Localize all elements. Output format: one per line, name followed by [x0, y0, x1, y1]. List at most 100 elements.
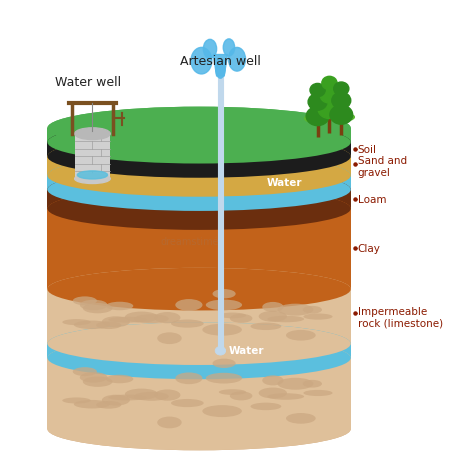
Ellipse shape [175, 299, 202, 311]
Ellipse shape [106, 375, 133, 383]
Ellipse shape [175, 373, 202, 384]
Ellipse shape [251, 322, 281, 330]
Ellipse shape [73, 367, 97, 376]
Polygon shape [47, 344, 351, 358]
Ellipse shape [47, 168, 351, 211]
Ellipse shape [306, 107, 329, 126]
Ellipse shape [47, 135, 351, 178]
Ellipse shape [332, 92, 351, 109]
Ellipse shape [47, 268, 351, 310]
Ellipse shape [206, 300, 242, 310]
Ellipse shape [47, 337, 351, 379]
Ellipse shape [318, 100, 341, 118]
Ellipse shape [47, 168, 351, 211]
Polygon shape [47, 175, 351, 190]
Polygon shape [47, 190, 351, 209]
Ellipse shape [62, 397, 91, 403]
Ellipse shape [47, 187, 351, 230]
Polygon shape [47, 128, 351, 142]
Ellipse shape [47, 408, 351, 450]
Ellipse shape [134, 314, 169, 323]
Text: Sand and
gravel: Sand and gravel [358, 156, 407, 178]
Ellipse shape [77, 171, 108, 179]
Ellipse shape [47, 135, 351, 178]
Ellipse shape [286, 413, 316, 424]
Ellipse shape [223, 39, 235, 56]
Ellipse shape [262, 302, 283, 312]
Ellipse shape [83, 303, 112, 313]
Ellipse shape [134, 392, 169, 401]
Polygon shape [47, 156, 351, 175]
Ellipse shape [47, 187, 351, 230]
Polygon shape [47, 289, 351, 344]
Ellipse shape [219, 312, 246, 318]
Ellipse shape [47, 268, 351, 310]
Ellipse shape [47, 107, 351, 149]
Ellipse shape [157, 417, 182, 428]
Ellipse shape [154, 312, 181, 323]
Text: Water well: Water well [55, 76, 121, 90]
Ellipse shape [206, 373, 242, 383]
Ellipse shape [202, 405, 242, 417]
Ellipse shape [47, 408, 351, 450]
Ellipse shape [157, 332, 182, 344]
Text: Loam: Loam [358, 195, 386, 205]
Ellipse shape [216, 59, 225, 78]
Ellipse shape [154, 390, 181, 401]
Ellipse shape [106, 302, 133, 310]
Ellipse shape [212, 359, 236, 368]
Ellipse shape [109, 394, 147, 401]
Polygon shape [47, 358, 351, 429]
Ellipse shape [96, 401, 121, 409]
Ellipse shape [304, 114, 331, 123]
Ellipse shape [303, 380, 322, 388]
Ellipse shape [310, 83, 325, 97]
Ellipse shape [334, 82, 349, 95]
Ellipse shape [102, 395, 130, 406]
Ellipse shape [230, 314, 253, 323]
Ellipse shape [328, 113, 354, 121]
Ellipse shape [259, 388, 287, 399]
Ellipse shape [47, 154, 351, 197]
Ellipse shape [251, 402, 281, 410]
Ellipse shape [303, 390, 333, 396]
Ellipse shape [75, 128, 110, 139]
Polygon shape [218, 76, 223, 351]
Ellipse shape [47, 322, 351, 365]
Ellipse shape [219, 389, 246, 395]
Ellipse shape [303, 313, 333, 319]
Ellipse shape [47, 322, 351, 365]
Ellipse shape [109, 317, 147, 323]
Polygon shape [75, 134, 110, 179]
Ellipse shape [171, 319, 204, 328]
Ellipse shape [277, 378, 313, 390]
Ellipse shape [171, 399, 204, 407]
Ellipse shape [259, 311, 287, 322]
Ellipse shape [286, 330, 316, 341]
Ellipse shape [308, 94, 327, 110]
Text: Water: Water [229, 346, 264, 356]
Ellipse shape [80, 300, 108, 310]
Ellipse shape [277, 304, 313, 316]
Ellipse shape [212, 289, 236, 299]
Ellipse shape [322, 76, 337, 90]
Ellipse shape [202, 324, 242, 336]
Polygon shape [213, 55, 228, 76]
Ellipse shape [80, 372, 108, 383]
Ellipse shape [215, 346, 226, 355]
Ellipse shape [73, 296, 97, 305]
Ellipse shape [320, 86, 339, 103]
Ellipse shape [191, 47, 212, 74]
Ellipse shape [96, 321, 121, 329]
Text: Clay: Clay [358, 244, 381, 254]
Ellipse shape [47, 154, 351, 197]
Text: Impermeable
rock (limestone): Impermeable rock (limestone) [358, 307, 443, 328]
Ellipse shape [47, 337, 351, 379]
Ellipse shape [203, 39, 217, 58]
Ellipse shape [62, 319, 91, 325]
Ellipse shape [47, 107, 351, 149]
Ellipse shape [74, 400, 110, 409]
Ellipse shape [75, 174, 110, 183]
Polygon shape [47, 209, 351, 289]
Ellipse shape [267, 393, 304, 400]
